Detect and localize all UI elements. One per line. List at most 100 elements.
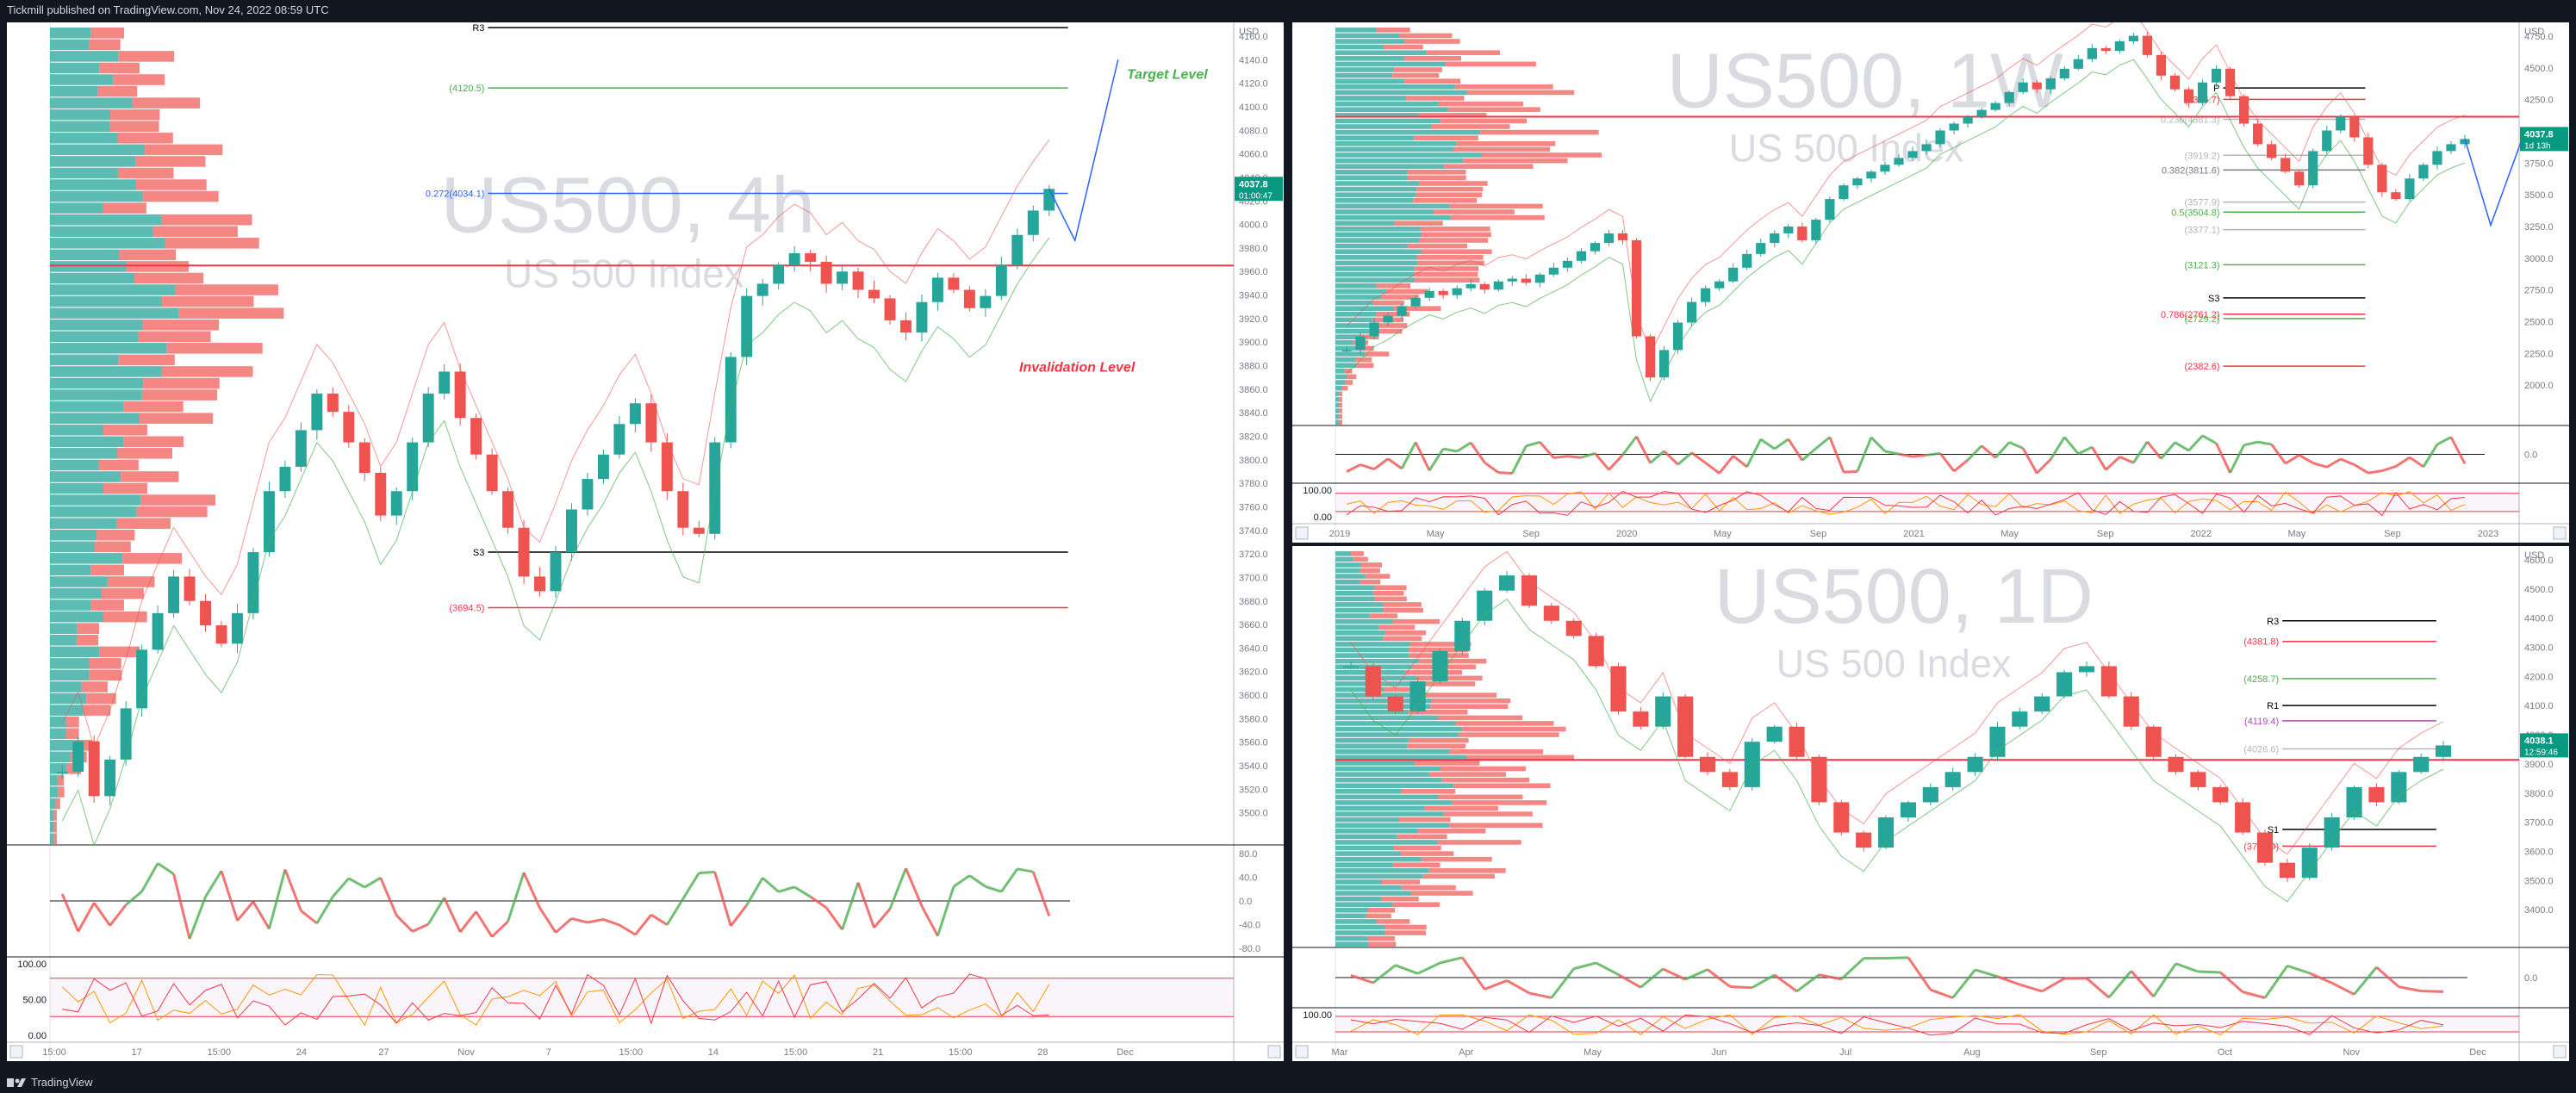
volume-profile-bar bbox=[161, 366, 253, 377]
scale-toggle-button[interactable] bbox=[1295, 526, 1309, 540]
volume-profile-bar bbox=[1412, 681, 1476, 686]
volume-profile-bar bbox=[89, 658, 121, 669]
candle-body bbox=[215, 625, 227, 644]
volume-profile-bar bbox=[1335, 33, 1400, 39]
scale-toggle-button[interactable] bbox=[1295, 1045, 1309, 1059]
volume-profile-bar bbox=[1335, 551, 1352, 556]
volume-profile-bar bbox=[1335, 84, 1455, 90]
volume-profile-bar bbox=[1335, 686, 1384, 692]
candle-body bbox=[1590, 243, 1601, 252]
oscillator-line bbox=[315, 896, 334, 924]
volume-profile-bar bbox=[50, 739, 74, 751]
volume-profile-bar bbox=[1335, 658, 1419, 664]
volume-profile-bar bbox=[118, 51, 175, 62]
candle-body bbox=[2253, 123, 2263, 145]
scale-toggle-button[interactable] bbox=[9, 1045, 23, 1059]
volume-profile-bar bbox=[1381, 896, 1419, 902]
volume-profile-bar bbox=[152, 226, 238, 238]
candle-body bbox=[2418, 165, 2429, 179]
volume-profile-bar bbox=[1449, 203, 1543, 209]
volume-profile-bar bbox=[117, 133, 173, 144]
volume-profile-bar bbox=[50, 634, 77, 646]
time-axis-tick: 2020 bbox=[1616, 529, 1637, 539]
volume-profile-bar bbox=[1335, 260, 1418, 266]
volume-profile-bar bbox=[1481, 152, 1602, 158]
target-level-annotation: Target Level bbox=[1127, 67, 1208, 82]
candle-body bbox=[1465, 283, 1476, 289]
candle-body bbox=[550, 552, 562, 592]
candle-body bbox=[725, 357, 737, 443]
volume-profile-bar bbox=[50, 658, 90, 669]
chart-panel-1d[interactable]: US500, 1D US 500 Index R3 (4381.8) (4258.7) R… bbox=[1292, 546, 2569, 1061]
candle-body bbox=[2446, 144, 2456, 152]
oscillator-line bbox=[1621, 435, 1638, 456]
candle-body bbox=[582, 479, 594, 510]
volume-profile-bar bbox=[1335, 636, 1384, 642]
volume-profile-bar bbox=[50, 774, 58, 786]
candle-body bbox=[120, 708, 132, 760]
volume-profile-bar bbox=[1372, 328, 1403, 334]
oscillator-line bbox=[426, 897, 445, 925]
candle-body bbox=[1878, 817, 1895, 848]
candle-body bbox=[2368, 786, 2385, 803]
tradingview-logo[interactable]: TradingView bbox=[7, 1072, 93, 1093]
time-axis-tick: May bbox=[1714, 529, 1732, 539]
price-axis-tick: 3640.0 bbox=[1239, 643, 1268, 654]
volume-profile-bar bbox=[1458, 732, 1559, 737]
volume-profile-bar bbox=[90, 564, 125, 576]
auto-scale-button[interactable] bbox=[2553, 1045, 2567, 1059]
volume-profile-bar bbox=[50, 623, 78, 634]
volume-profile-bar bbox=[50, 798, 56, 810]
volume-profile-bar bbox=[1365, 574, 1391, 579]
volume-profile-bar bbox=[1385, 924, 1427, 930]
candle-body bbox=[263, 491, 275, 553]
volume-profile-bar bbox=[1384, 607, 1423, 613]
candle-body bbox=[788, 253, 800, 266]
volume-profile-bar bbox=[1416, 255, 1484, 260]
auto-scale-button[interactable] bbox=[2553, 526, 2567, 540]
oscillator-axis-tick: -80.0 bbox=[1239, 944, 1260, 954]
stoch-line bbox=[1346, 490, 2466, 517]
volume-profile-bar bbox=[136, 506, 208, 518]
oscillator-line bbox=[475, 910, 494, 938]
volume-profile-bar bbox=[1335, 266, 1415, 271]
volume-profile-bar bbox=[1335, 141, 1457, 146]
candle-body bbox=[343, 412, 355, 443]
candle-body bbox=[2183, 89, 2194, 103]
volume-profile-bar bbox=[1407, 743, 1465, 748]
level-label: S3 bbox=[473, 548, 484, 558]
candle-body bbox=[2045, 78, 2056, 90]
oscillator-line bbox=[1773, 438, 1789, 450]
candle-body bbox=[1452, 288, 1462, 295]
oscillator-line bbox=[125, 890, 143, 906]
oscillator-line bbox=[140, 862, 159, 892]
price-axis-tick: 3980.0 bbox=[1239, 244, 1268, 254]
candle-body bbox=[1369, 322, 1379, 337]
time-axis-tick: 2022 bbox=[2191, 529, 2212, 539]
candle-body bbox=[2322, 130, 2332, 152]
volume-profile-bar bbox=[1335, 794, 1439, 800]
volume-profile-bar bbox=[1335, 698, 1432, 704]
oscillator-line bbox=[1350, 973, 1374, 984]
volume-profile-bar bbox=[50, 482, 104, 494]
candle-body bbox=[1797, 227, 1808, 240]
oscillator-line bbox=[2257, 440, 2272, 446]
volume-profile-bar bbox=[1335, 823, 1450, 828]
volume-profile-bar bbox=[1393, 845, 1441, 851]
oscillator-line bbox=[2353, 966, 2378, 996]
oscillator-line bbox=[985, 885, 1002, 893]
volume-profile-bar bbox=[1335, 413, 1340, 419]
candle-body bbox=[502, 491, 514, 528]
volume-profile-bar bbox=[1438, 101, 1524, 107]
stoch-line bbox=[1346, 491, 2466, 515]
candle-body bbox=[2280, 158, 2291, 172]
stoch-axis-tick: 100.00 bbox=[1303, 486, 1332, 496]
oscillator-line bbox=[1951, 968, 1976, 999]
level-label: (3577.9) bbox=[2185, 198, 2220, 208]
volume-profile-bar bbox=[1382, 879, 1421, 885]
volume-profile-bar bbox=[103, 482, 147, 494]
auto-scale-button[interactable] bbox=[1267, 1045, 1281, 1059]
volume-profile-bar bbox=[50, 413, 140, 424]
